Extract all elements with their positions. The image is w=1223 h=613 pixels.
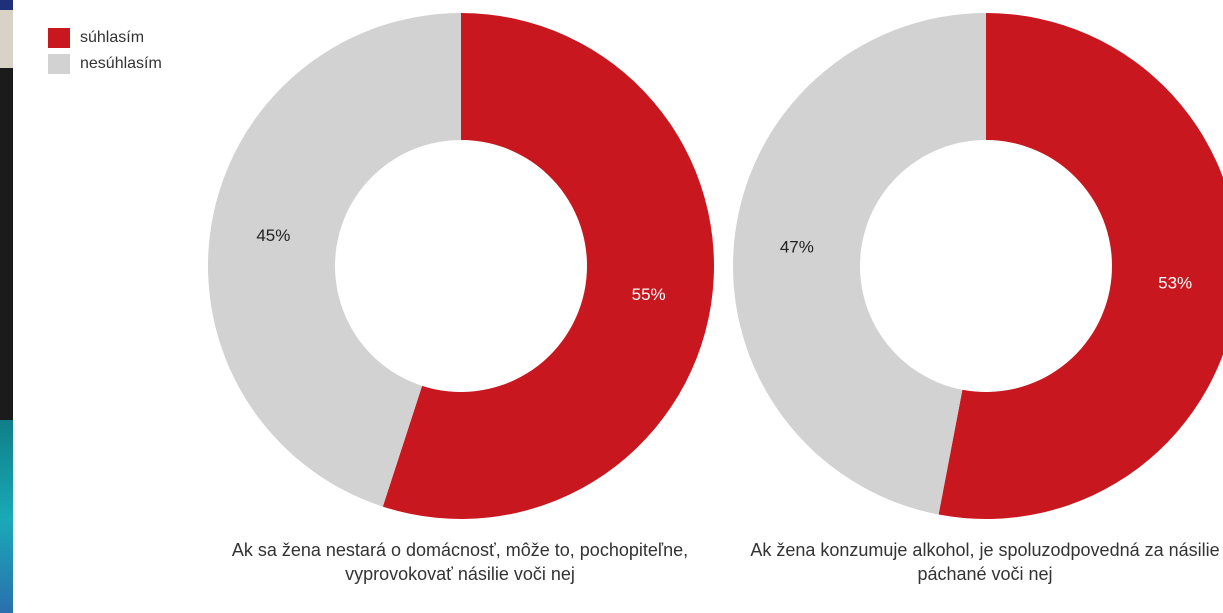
chart-2-label-disagree: 47%	[780, 238, 814, 257]
chart-2-slice-disagree	[732, 13, 986, 515]
chart-1-slice-agree	[382, 13, 714, 519]
legend: súhlasím nesúhlasím	[48, 26, 162, 78]
legend-swatch-agree	[48, 28, 70, 48]
legend-label-agree: súhlasím	[80, 29, 145, 46]
legend-item-disagree: nesúhlasím	[48, 52, 162, 76]
chart-caption-2: Ak žena konzumuje alkohol, je spoluzodpo…	[750, 540, 1220, 584]
legend-label-disagree: nesúhlasím	[80, 55, 162, 72]
legend-item-agree: súhlasím	[48, 26, 162, 50]
chart-2-slice-agree	[938, 13, 1223, 519]
chart-2-label-agree: 53%	[1158, 273, 1192, 292]
background-edge-strip	[0, 0, 13, 613]
chart-1-label-disagree: 45%	[256, 226, 290, 245]
legend-swatch-disagree	[48, 54, 70, 74]
chart-1-label-agree: 55%	[632, 285, 666, 304]
chart-1-slice-disagree	[207, 13, 461, 507]
chart-caption-1: Ak sa žena nestará o domácnosť, môže to,…	[231, 540, 689, 584]
